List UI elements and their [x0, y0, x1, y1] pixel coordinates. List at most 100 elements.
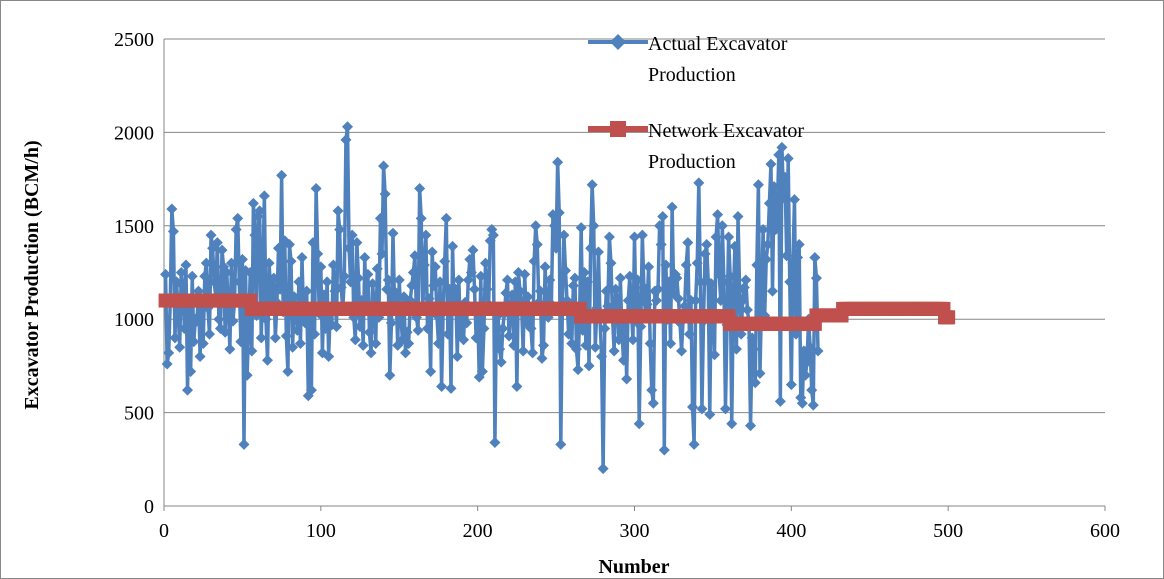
point-actual-83: [288, 291, 300, 303]
point-actual-193: [461, 317, 473, 329]
point-actual-203: [476, 366, 488, 378]
point-actual-196: [465, 267, 477, 278]
point-actual-19: [188, 336, 200, 348]
point-actual-186: [450, 283, 462, 295]
point-actual-105: [323, 351, 335, 363]
point-actual-415: [809, 252, 821, 264]
point-actual-413: [806, 384, 818, 396]
point-actual-173: [429, 261, 441, 273]
x-axis-ticks: 0 100 200 300 400 500 600: [159, 506, 1120, 542]
point-actual-318: [657, 210, 669, 222]
point-actual-14: [180, 259, 192, 271]
point-actual-255: [558, 229, 570, 241]
point-actual-369: [737, 295, 749, 307]
point-actual-403: [790, 328, 802, 340]
point-actual-125: [354, 321, 366, 333]
point-actual-169: [423, 293, 435, 305]
x-tick-label-400: 400: [776, 520, 806, 542]
point-actual-333: [680, 259, 692, 271]
point-actual-131: [363, 326, 375, 338]
point-actual-202: [475, 270, 487, 282]
point-actual-115: [338, 270, 350, 282]
point-actual-282: [600, 285, 612, 297]
point-actual-343: [696, 403, 708, 415]
point-actual-27: [200, 257, 212, 269]
y-tick-label-0: 0: [144, 496, 154, 518]
point-actual-366: [732, 210, 744, 222]
point-actual-119: [345, 276, 357, 288]
point-actual-53: [241, 369, 253, 381]
point-actual-222: [506, 289, 518, 301]
point-actual-235: [527, 347, 539, 359]
point-actual-274: [588, 220, 600, 232]
x-axis-title: Number: [598, 556, 669, 578]
point-actual-396: [779, 171, 791, 183]
point-actual-273: [586, 179, 598, 191]
point-actual-281: [599, 323, 611, 335]
point-actual-62: [255, 332, 267, 344]
point-actual-188: [453, 274, 465, 286]
point-actual-266: [575, 222, 587, 234]
point-actual-55: [244, 267, 256, 278]
point-actual-234: [525, 323, 537, 335]
legend-entry-actual: Actual Excavator Production: [588, 33, 788, 86]
point-actual-223: [508, 339, 520, 351]
point-actual-351: [708, 349, 720, 361]
point-actual-368: [735, 328, 747, 340]
point-actual-246: [544, 274, 556, 286]
point-actual-166: [418, 259, 430, 271]
point-actual-394: [776, 141, 788, 153]
point-actual-284: [603, 231, 615, 243]
point-actual-230: [519, 268, 531, 280]
point-actual-224: [509, 276, 521, 288]
point-actual-164: [415, 212, 427, 224]
point-actual-337: [687, 401, 699, 413]
point-actual-249: [549, 220, 561, 232]
x-tick-label-300: 300: [620, 520, 650, 542]
point-actual-181: [442, 328, 454, 340]
point-actual-96: [309, 328, 321, 340]
point-actual-110: [331, 321, 343, 333]
x-tick-label-500: 500: [933, 520, 963, 542]
point-actual-398: [782, 153, 794, 165]
point-actual-46: [230, 224, 242, 236]
point-actual-54: [243, 321, 255, 333]
point-actual-50: [236, 253, 248, 265]
point-actual-417: [812, 345, 824, 357]
point-actual-75: [276, 169, 288, 181]
point-actual-133: [367, 278, 379, 290]
point-actual-310: [644, 337, 656, 349]
point-actual-11: [175, 267, 187, 278]
point-actual-375: [746, 332, 758, 344]
point-actual-144: [384, 369, 396, 381]
point-actual-35: [213, 313, 225, 325]
point-actual-364: [729, 240, 741, 252]
point-actual-48: [233, 276, 245, 288]
point-actual-79: [282, 366, 294, 378]
point-actual-379: [752, 179, 764, 191]
point-actual-296: [622, 295, 634, 307]
point-actual-295: [621, 373, 633, 385]
point-actual-57: [247, 197, 259, 209]
point-actual-128: [359, 252, 371, 264]
point-actual-66: [262, 354, 274, 366]
y-axis-ticks: 0 500 1000 1500 2000 2500: [114, 29, 154, 518]
point-actual-219: [501, 274, 513, 286]
point-actual-240: [534, 285, 546, 297]
point-actual-127: [357, 339, 369, 351]
legend: Actual Excavator Production Network Exca…: [588, 33, 804, 173]
point-actual-302: [632, 274, 644, 286]
point-actual-402: [788, 194, 800, 206]
point-actual-43: [225, 257, 237, 269]
point-actual-199: [470, 332, 482, 344]
point-actual-205: [480, 257, 492, 269]
point-actual-139: [376, 248, 388, 260]
point-actual-82: [287, 341, 299, 353]
point-actual-113: [335, 281, 347, 293]
point-actual-168: [421, 323, 433, 335]
point-actual-341: [693, 177, 705, 189]
point-actual-97: [310, 182, 322, 194]
point-actual-365: [730, 343, 742, 355]
point-actual-289: [611, 295, 623, 307]
point-actual-397: [781, 250, 793, 262]
